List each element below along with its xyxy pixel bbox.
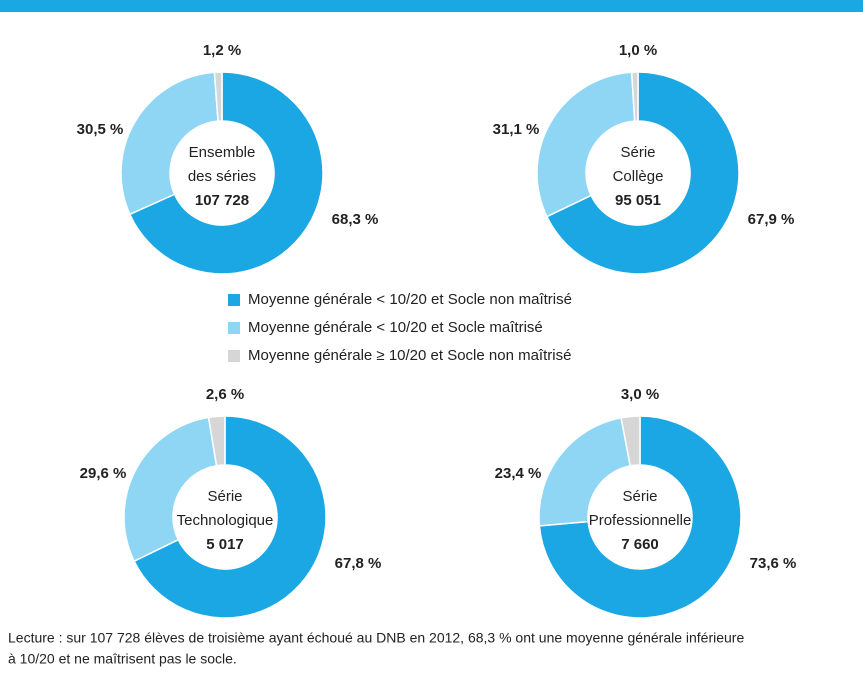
center-label: Technologique	[177, 512, 274, 529]
value-label: 67,9 %	[748, 211, 795, 228]
value-label: 1,2 %	[203, 42, 241, 59]
center-total: 107 728	[195, 192, 249, 209]
legend-swatch	[228, 322, 240, 334]
center-total: 5 017	[206, 536, 244, 553]
donut-slice	[120, 71, 219, 216]
value-label: 30,5 %	[77, 121, 124, 138]
value-label: 1,0 %	[619, 42, 657, 59]
value-label: 3,0 %	[621, 386, 659, 403]
center-label: Ensemble	[189, 144, 256, 161]
legend-label: Moyenne générale ≥ 10/20 et Socle non ma…	[248, 347, 571, 364]
note-line: Lecture : sur 107 728 élèves de troisièm…	[8, 630, 744, 646]
center-label: des séries	[188, 168, 256, 185]
legend-swatch	[228, 350, 240, 362]
donut-slice	[536, 71, 636, 218]
value-label: 73,6 %	[750, 555, 797, 572]
center-total: 95 051	[615, 192, 661, 209]
legend-label: Moyenne générale < 10/20 et Socle non ma…	[248, 291, 572, 308]
legend-swatch	[228, 294, 240, 306]
top-bar	[0, 0, 863, 12]
center-label: Série	[622, 488, 657, 505]
value-label: 29,6 %	[80, 465, 127, 482]
donut-slice	[123, 416, 218, 563]
donut-slice	[620, 415, 641, 467]
donut-slice	[213, 71, 223, 122]
center-label: Collège	[613, 168, 664, 185]
note-line: à 10/20 et ne maîtrisent pas le socle.	[8, 651, 237, 667]
donut-slice	[128, 71, 324, 275]
legend-label: Moyenne générale < 10/20 et Socle maîtri…	[248, 319, 543, 336]
center-total: 7 660	[621, 536, 659, 553]
donut-slice	[133, 415, 327, 619]
value-label: 23,4 %	[495, 465, 542, 482]
center-label: Série	[620, 144, 655, 161]
center-label: Professionnelle	[589, 512, 692, 529]
donut-slice	[538, 416, 632, 527]
donut-slice	[538, 415, 742, 619]
value-label: 31,1 %	[493, 121, 540, 138]
donut-slice	[545, 71, 740, 275]
donut-slice	[630, 71, 639, 122]
value-label: 67,8 %	[335, 555, 382, 572]
value-label: 68,3 %	[332, 211, 379, 228]
center-label: Série	[207, 488, 242, 505]
donut-slice	[207, 415, 226, 467]
value-label: 2,6 %	[206, 386, 244, 403]
